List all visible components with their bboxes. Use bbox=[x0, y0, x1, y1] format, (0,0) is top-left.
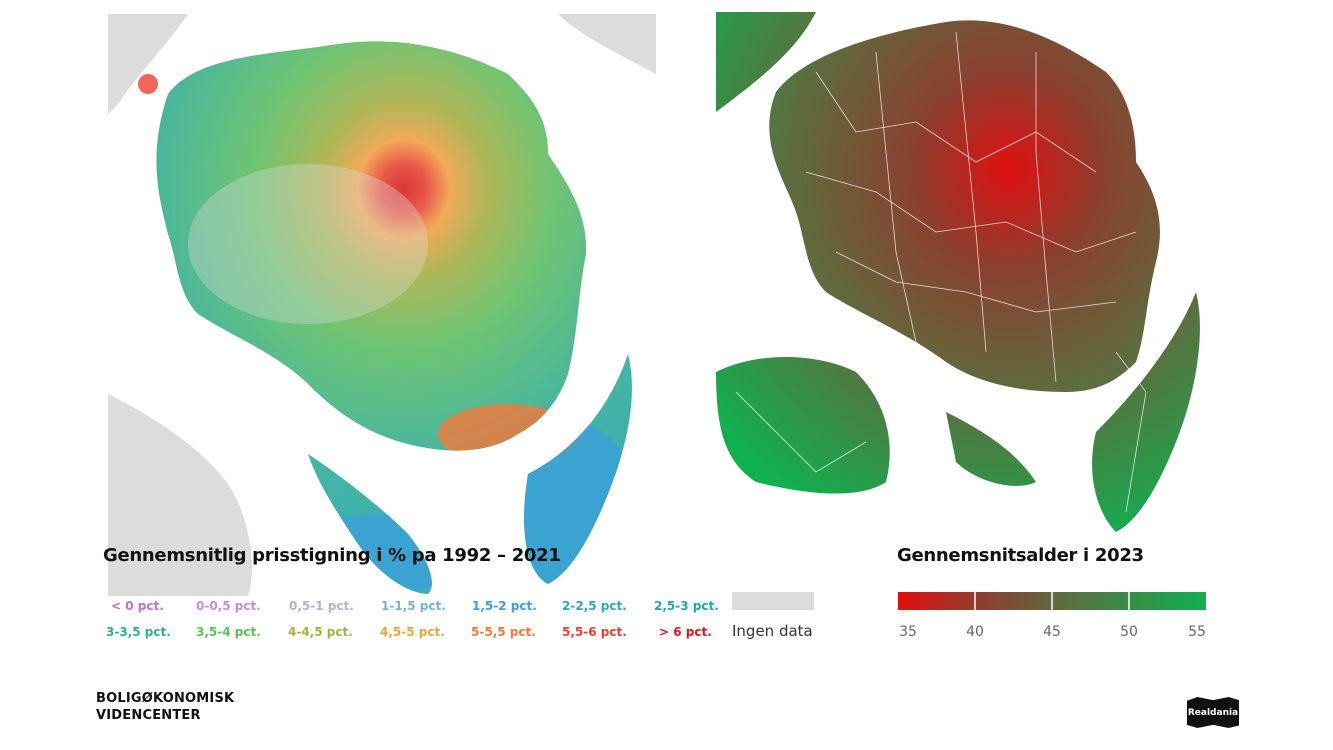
legend-item: 4-4,5 pct. bbox=[288, 625, 353, 639]
legend-item: 3-3,5 pct. bbox=[106, 625, 171, 639]
legend-item: < 0 pct. bbox=[111, 599, 164, 613]
no-data-label: Ingen data bbox=[732, 622, 813, 640]
age-scale-tick: 55 bbox=[1188, 624, 1206, 640]
legend-item: 5-5,5 pct. bbox=[471, 625, 536, 639]
age-scale-tick: 45 bbox=[1043, 624, 1061, 640]
legend-item: 1,5-2 pct. bbox=[472, 599, 537, 613]
logo-line: BOLIGØKONOMISK bbox=[96, 691, 235, 706]
legend-item: > 6 pct. bbox=[659, 625, 712, 639]
no-data-swatch bbox=[732, 592, 814, 610]
legend-item: 3,5-4 pct. bbox=[196, 625, 261, 639]
average-age-map bbox=[716, 12, 1200, 532]
logo-line: VIDENCENTER bbox=[96, 708, 201, 723]
legend-item: 0-0,5 pct. bbox=[196, 599, 261, 613]
legend-item: 2,5-3 pct. bbox=[654, 599, 719, 613]
realdania-logo: Realdania bbox=[1187, 697, 1239, 728]
boligokonomisk-videncenter-logo: BOLIGØKONOMISK VIDENCENTER bbox=[96, 690, 234, 724]
legend-item: 1-1,5 pct. bbox=[381, 599, 446, 613]
legend-item: 5,5-6 pct. bbox=[562, 625, 627, 639]
legend-item: 0,5-1 pct. bbox=[289, 599, 354, 613]
age-scale-tick: 50 bbox=[1120, 624, 1138, 640]
age-scale-tick: 40 bbox=[966, 624, 984, 640]
legend-item: 2-2,5 pct. bbox=[562, 599, 627, 613]
price-growth-map bbox=[108, 14, 656, 596]
legend-item: 4,5-5 pct. bbox=[380, 625, 445, 639]
age-scale-tick: 35 bbox=[899, 624, 917, 640]
price-growth-map-title: Gennemsnitlig prisstigning i % pa 1992 –… bbox=[103, 545, 561, 566]
average-age-map-title: Gennemsnitsalder i 2023 bbox=[897, 545, 1144, 566]
average-age-scale-bar bbox=[898, 592, 1206, 610]
